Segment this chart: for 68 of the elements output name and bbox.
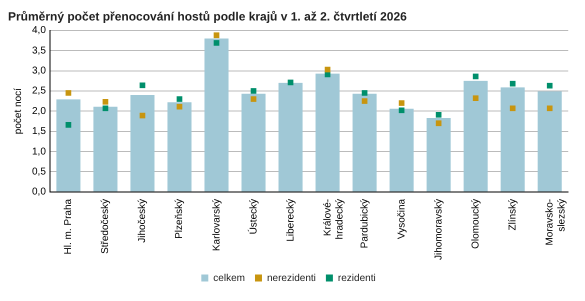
x-tick-label: Liberecký bbox=[285, 198, 296, 242]
point bbox=[66, 122, 72, 128]
x-tick-label: Ústecký bbox=[247, 198, 260, 234]
x-tick-label: Jihomoravský bbox=[433, 198, 444, 260]
y-tick-label: 3,5 bbox=[32, 45, 46, 56]
legend-label: celkem bbox=[213, 272, 245, 284]
bar bbox=[500, 87, 525, 192]
bar bbox=[426, 118, 451, 192]
y-tick-label: 1,5 bbox=[32, 126, 46, 138]
bar bbox=[390, 108, 414, 192]
point bbox=[214, 40, 220, 46]
point bbox=[510, 80, 516, 87]
y-tick-label: 3,0 bbox=[32, 66, 46, 77]
point bbox=[362, 90, 368, 96]
point bbox=[546, 82, 553, 89]
point bbox=[436, 112, 442, 118]
point bbox=[362, 98, 368, 104]
x-tick-label: Plzeňský bbox=[174, 198, 186, 239]
y-tick-label: 2,5 bbox=[32, 86, 46, 97]
point bbox=[288, 80, 294, 86]
bar bbox=[167, 102, 192, 192]
point bbox=[250, 96, 256, 102]
y-tick-label: 1,0 bbox=[32, 146, 46, 158]
x-tick-label: Pardubický bbox=[359, 198, 370, 248]
point bbox=[546, 105, 553, 112]
x-tick-label: Olomoucký bbox=[470, 198, 482, 249]
y-tick-label: 4,0 bbox=[32, 25, 46, 36]
point bbox=[324, 66, 330, 72]
bar bbox=[204, 38, 229, 192]
x-tick-label: Vysočina bbox=[396, 198, 408, 240]
point bbox=[472, 95, 478, 102]
chart-title: Průměrný počet přenocování hostů podle krajů v 1. až 2. čtvrtletí 2026 bbox=[8, 10, 408, 24]
point bbox=[398, 108, 404, 114]
point bbox=[250, 88, 256, 94]
bar bbox=[56, 99, 80, 192]
bar bbox=[93, 106, 118, 192]
point bbox=[510, 105, 516, 112]
y-tick-label: 2,0 bbox=[32, 106, 46, 117]
point bbox=[102, 105, 108, 112]
point bbox=[176, 104, 182, 110]
bar bbox=[538, 91, 562, 192]
x-tick-label: Moravsko-slezský bbox=[544, 198, 568, 246]
point bbox=[398, 100, 404, 106]
point bbox=[472, 74, 478, 80]
legend-label: rezidenti bbox=[338, 272, 376, 284]
point bbox=[140, 82, 146, 88]
point bbox=[214, 32, 220, 38]
point bbox=[176, 96, 182, 102]
bar bbox=[241, 94, 266, 192]
bar bbox=[316, 74, 340, 192]
y-tick-label: 0,5 bbox=[32, 166, 46, 178]
bar bbox=[464, 80, 488, 192]
point bbox=[140, 112, 146, 118]
x-tick-label: Králové-hradecký bbox=[322, 198, 346, 240]
point bbox=[436, 120, 442, 126]
point bbox=[102, 99, 108, 105]
y-tick-label: 0,0 bbox=[32, 186, 46, 198]
x-tick-label: Jihočeský bbox=[137, 198, 148, 243]
bar bbox=[352, 94, 377, 192]
x-tick-label: Středočeský bbox=[100, 198, 112, 254]
point bbox=[66, 90, 72, 96]
legend-label: nerezidenti bbox=[266, 272, 316, 284]
x-tick-label: Karlovarský bbox=[211, 198, 222, 252]
bar bbox=[130, 94, 154, 192]
x-tick-label: Zlínský bbox=[507, 198, 518, 231]
bar bbox=[278, 82, 303, 192]
x-tick-label: Hl. m. Praha bbox=[63, 198, 74, 254]
y-axis-title: počet nocí bbox=[12, 88, 24, 134]
